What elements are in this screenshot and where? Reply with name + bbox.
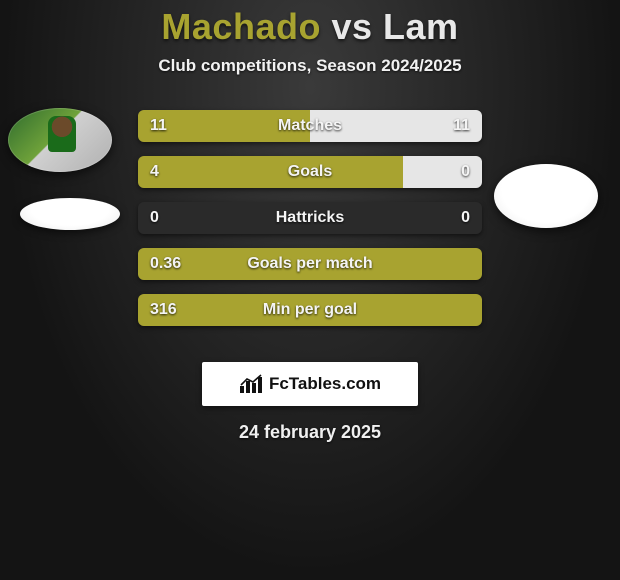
stat-row: 316Min per goal — [138, 294, 482, 326]
stat-row: 00Hattricks — [138, 202, 482, 234]
player1-club-badge — [20, 198, 120, 230]
stat-row: 0.36Goals per match — [138, 248, 482, 280]
stat-label: Hattricks — [138, 202, 482, 234]
player1-avatar — [8, 108, 112, 172]
date-text: 24 february 2025 — [0, 422, 620, 443]
brand-text: FcTables.com — [269, 374, 381, 394]
stat-bars: 1111Matches 40Goals 00Hattricks 0.36Goals p… — [138, 110, 482, 326]
stat-label: Goals per match — [138, 248, 482, 280]
bar-chart-icon — [239, 374, 263, 394]
stat-row: 40Goals — [138, 156, 482, 188]
player2-avatar — [494, 164, 598, 228]
subtitle: Club competitions, Season 2024/2025 — [0, 56, 620, 76]
brand-badge[interactable]: FcTables.com — [202, 362, 418, 406]
content: Machado vs Lam Club competitions, Season… — [0, 0, 620, 580]
title-player2: Lam — [383, 6, 459, 47]
stat-label: Min per goal — [138, 294, 482, 326]
page-title: Machado vs Lam — [0, 0, 620, 48]
title-vs: vs — [331, 6, 372, 47]
stat-row: 1111Matches — [138, 110, 482, 142]
stat-label: Matches — [138, 110, 482, 142]
stat-label: Goals — [138, 156, 482, 188]
comparison-arena: 1111Matches 40Goals 00Hattricks 0.36Goals p… — [0, 104, 620, 344]
title-player1: Machado — [161, 6, 321, 47]
